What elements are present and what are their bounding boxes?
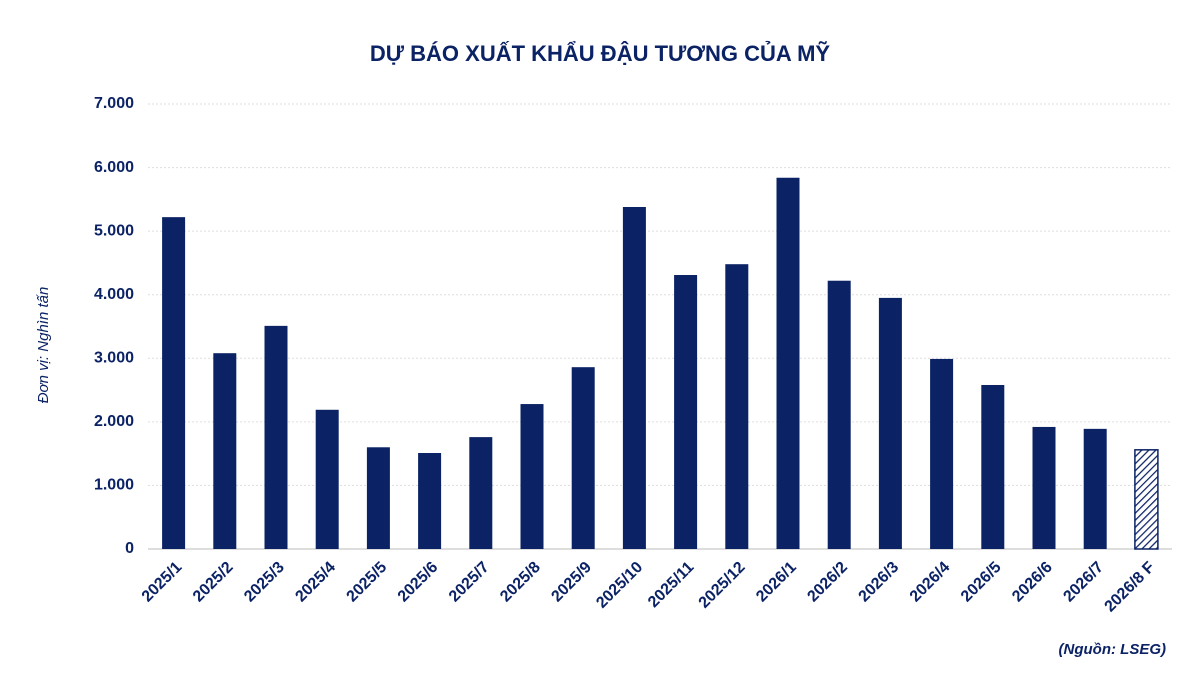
bar (1083, 428, 1107, 549)
x-tick-label: 2025/9 (548, 559, 595, 606)
y-tick-label: 2.000 (94, 413, 134, 430)
bar (520, 404, 544, 549)
x-tick-label: 2026/5 (958, 559, 1005, 606)
bar (264, 325, 288, 549)
y-tick-label: 5.000 (94, 222, 134, 239)
x-tick-label: 2025/8 (497, 559, 544, 606)
chart-title: DỰ BÁO XUẤT KHẨU ĐẬU TƯƠNG CỦA MỸ (370, 41, 831, 66)
x-tick-label: 2026/7 (1060, 559, 1107, 606)
x-tick-label: 2025/2 (190, 559, 237, 606)
x-tick-label: 2025/10 (593, 559, 646, 612)
bar (776, 177, 800, 549)
x-tick-label: 2025/5 (344, 559, 391, 606)
x-tick-label: 2026/3 (856, 559, 903, 606)
bar (725, 264, 749, 549)
bar (878, 297, 902, 549)
bar (622, 206, 646, 549)
bar (827, 280, 851, 549)
x-tick-label: 2026/2 (804, 559, 851, 606)
x-tick-label: 2025/3 (241, 559, 288, 606)
y-axis-label: Đơn vị: Nghìn tấn (35, 287, 52, 404)
bar (213, 353, 237, 549)
bar (571, 367, 595, 549)
x-tick-label: 2025/12 (696, 559, 749, 612)
y-tick-label: 6.000 (94, 159, 134, 176)
bar (469, 437, 493, 549)
bar (674, 275, 698, 549)
x-tick-label: 2025/11 (645, 559, 697, 611)
y-tick-label: 7.000 (94, 95, 134, 112)
bar (315, 409, 339, 549)
x-tick-label: 2026/1 (753, 559, 800, 606)
x-tick-label: 2025/4 (292, 559, 339, 606)
y-tick-label: 4.000 (94, 286, 134, 303)
bar (418, 453, 442, 549)
x-tick-label: 2025/7 (446, 559, 493, 606)
bar (930, 358, 954, 549)
bar (1134, 449, 1159, 550)
x-tick-label: 2025/1 (139, 559, 186, 606)
source-note: (Nguồn: LSEG) (1059, 641, 1166, 658)
x-tick-label: 2026/4 (907, 559, 954, 606)
bar (1032, 426, 1056, 549)
bar (162, 217, 186, 549)
bar (981, 384, 1005, 549)
y-tick-label: 3.000 (94, 350, 134, 367)
bar (366, 447, 390, 549)
x-tick-label: 2026/8 F (1102, 559, 1159, 616)
y-tick-label: 1.000 (94, 477, 134, 494)
x-tick-label: 2026/6 (1009, 559, 1056, 606)
y-tick-label: 0 (125, 540, 134, 557)
x-tick-label: 2025/6 (395, 559, 442, 606)
